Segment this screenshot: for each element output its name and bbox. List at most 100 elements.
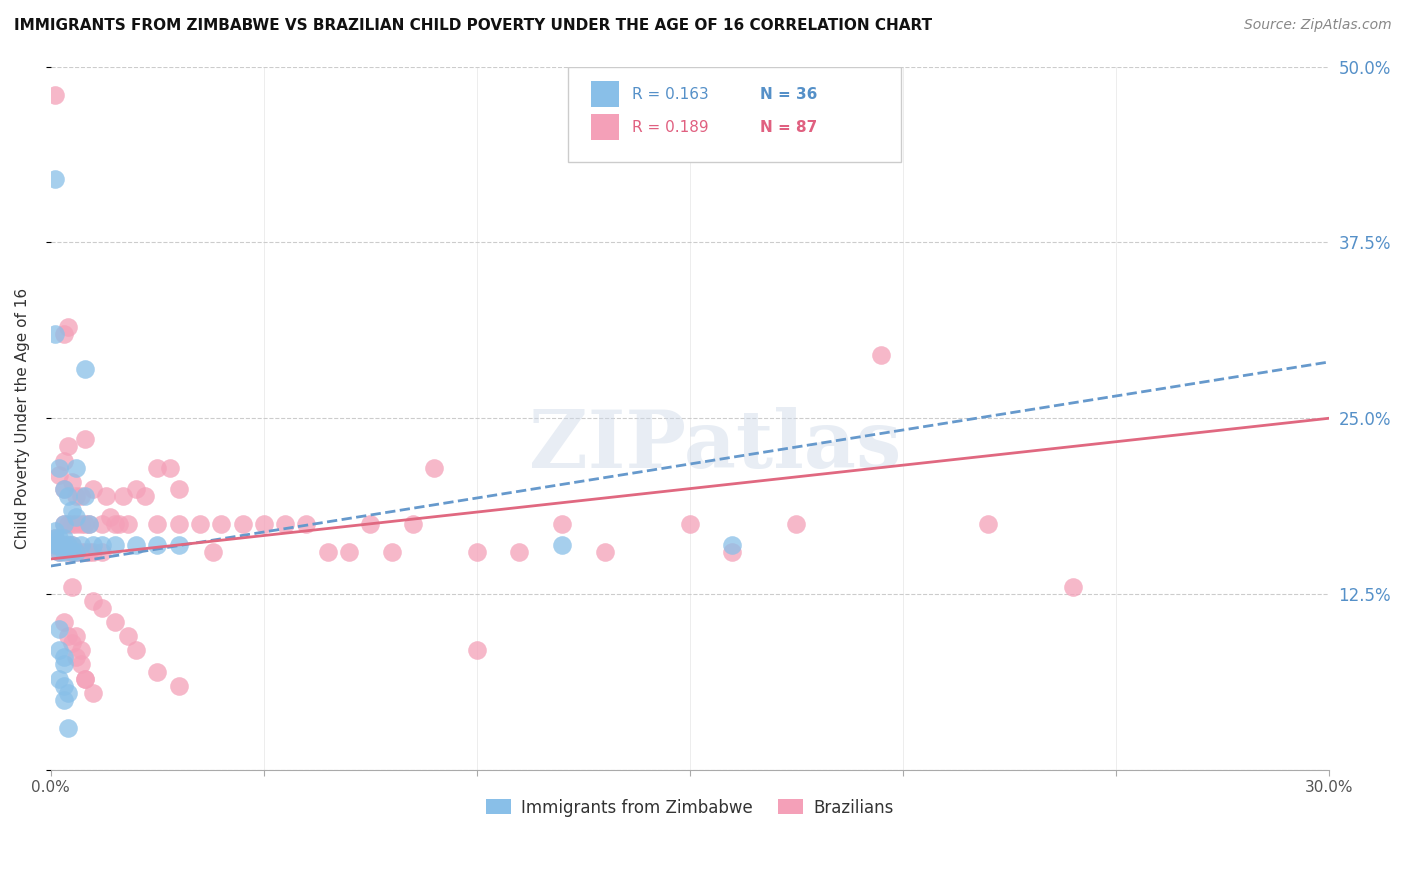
Point	[69, 538, 91, 552]
Point	[77, 545, 100, 559]
Point	[56, 516, 79, 531]
Point	[56, 538, 79, 552]
Point	[125, 643, 148, 657]
Point	[551, 516, 574, 531]
Point	[44, 172, 66, 186]
Point	[60, 545, 83, 559]
Point	[134, 489, 156, 503]
Point	[65, 545, 87, 559]
Point	[65, 489, 87, 503]
Point	[56, 685, 79, 699]
Point	[56, 538, 79, 552]
Point	[209, 516, 232, 531]
Point	[52, 692, 75, 706]
Point	[117, 629, 139, 643]
Point	[91, 545, 114, 559]
Point	[125, 482, 148, 496]
Point	[44, 531, 66, 545]
Point	[69, 545, 91, 559]
Point	[69, 489, 91, 503]
Point	[82, 545, 104, 559]
Point	[56, 629, 79, 643]
Point	[167, 482, 190, 496]
Point	[91, 538, 114, 552]
Point	[65, 516, 87, 531]
Point	[146, 516, 169, 531]
Point	[52, 531, 75, 545]
Point	[146, 665, 169, 679]
Point	[60, 475, 83, 489]
Point	[146, 460, 169, 475]
Point	[56, 721, 79, 735]
Text: R = 0.163: R = 0.163	[633, 87, 709, 103]
Point	[721, 545, 744, 559]
Point	[52, 326, 75, 341]
Point	[65, 545, 87, 559]
Point	[423, 460, 446, 475]
Point	[91, 516, 114, 531]
Point	[508, 545, 530, 559]
Point	[73, 672, 96, 686]
Point	[48, 538, 70, 552]
Point	[112, 489, 135, 503]
Point	[56, 319, 79, 334]
Point	[60, 516, 83, 531]
Text: ZIPatlas: ZIPatlas	[529, 408, 901, 485]
Point	[201, 545, 224, 559]
Point	[73, 362, 96, 376]
FancyBboxPatch shape	[568, 67, 901, 161]
Point	[48, 467, 70, 482]
Point	[108, 516, 131, 531]
Point	[52, 545, 75, 559]
Point	[73, 672, 96, 686]
Point	[167, 516, 190, 531]
Point	[52, 615, 75, 630]
Point	[44, 538, 66, 552]
Point	[65, 650, 87, 665]
Point	[60, 538, 83, 552]
Point	[44, 524, 66, 538]
Point	[56, 545, 79, 559]
Point	[60, 538, 83, 552]
Point	[48, 538, 70, 552]
Point	[73, 489, 96, 503]
Point	[60, 580, 83, 594]
Point	[337, 545, 360, 559]
Point	[96, 489, 118, 503]
Point	[52, 453, 75, 467]
Point	[1062, 580, 1084, 594]
Point	[82, 685, 104, 699]
Point	[679, 516, 702, 531]
Point	[551, 538, 574, 552]
Point	[82, 482, 104, 496]
Text: N = 87: N = 87	[761, 120, 817, 136]
Legend: Immigrants from Zimbabwe, Brazilians: Immigrants from Zimbabwe, Brazilians	[478, 790, 901, 825]
Point	[295, 516, 318, 531]
Point	[82, 538, 104, 552]
Point	[159, 460, 181, 475]
Point	[60, 545, 83, 559]
Point	[381, 545, 404, 559]
Point	[69, 516, 91, 531]
Y-axis label: Child Poverty Under the Age of 16: Child Poverty Under the Age of 16	[15, 288, 30, 549]
Point	[465, 545, 488, 559]
Text: R = 0.189: R = 0.189	[633, 120, 709, 136]
Point	[402, 516, 425, 531]
Point	[593, 545, 616, 559]
Point	[73, 516, 96, 531]
Point	[60, 636, 83, 650]
Text: Source: ZipAtlas.com: Source: ZipAtlas.com	[1244, 18, 1392, 32]
Point	[274, 516, 297, 531]
Point	[56, 439, 79, 453]
Point	[48, 545, 70, 559]
Point	[77, 516, 100, 531]
Point	[48, 531, 70, 545]
Point	[104, 615, 127, 630]
Point	[231, 516, 253, 531]
Point	[52, 679, 75, 693]
Point	[77, 516, 100, 531]
Point	[73, 545, 96, 559]
Point	[69, 643, 91, 657]
Point	[146, 538, 169, 552]
Point	[125, 538, 148, 552]
